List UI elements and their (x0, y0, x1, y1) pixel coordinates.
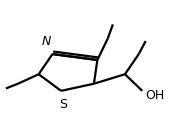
Text: N: N (42, 35, 51, 48)
Text: OH: OH (146, 89, 165, 102)
Text: S: S (59, 98, 67, 111)
